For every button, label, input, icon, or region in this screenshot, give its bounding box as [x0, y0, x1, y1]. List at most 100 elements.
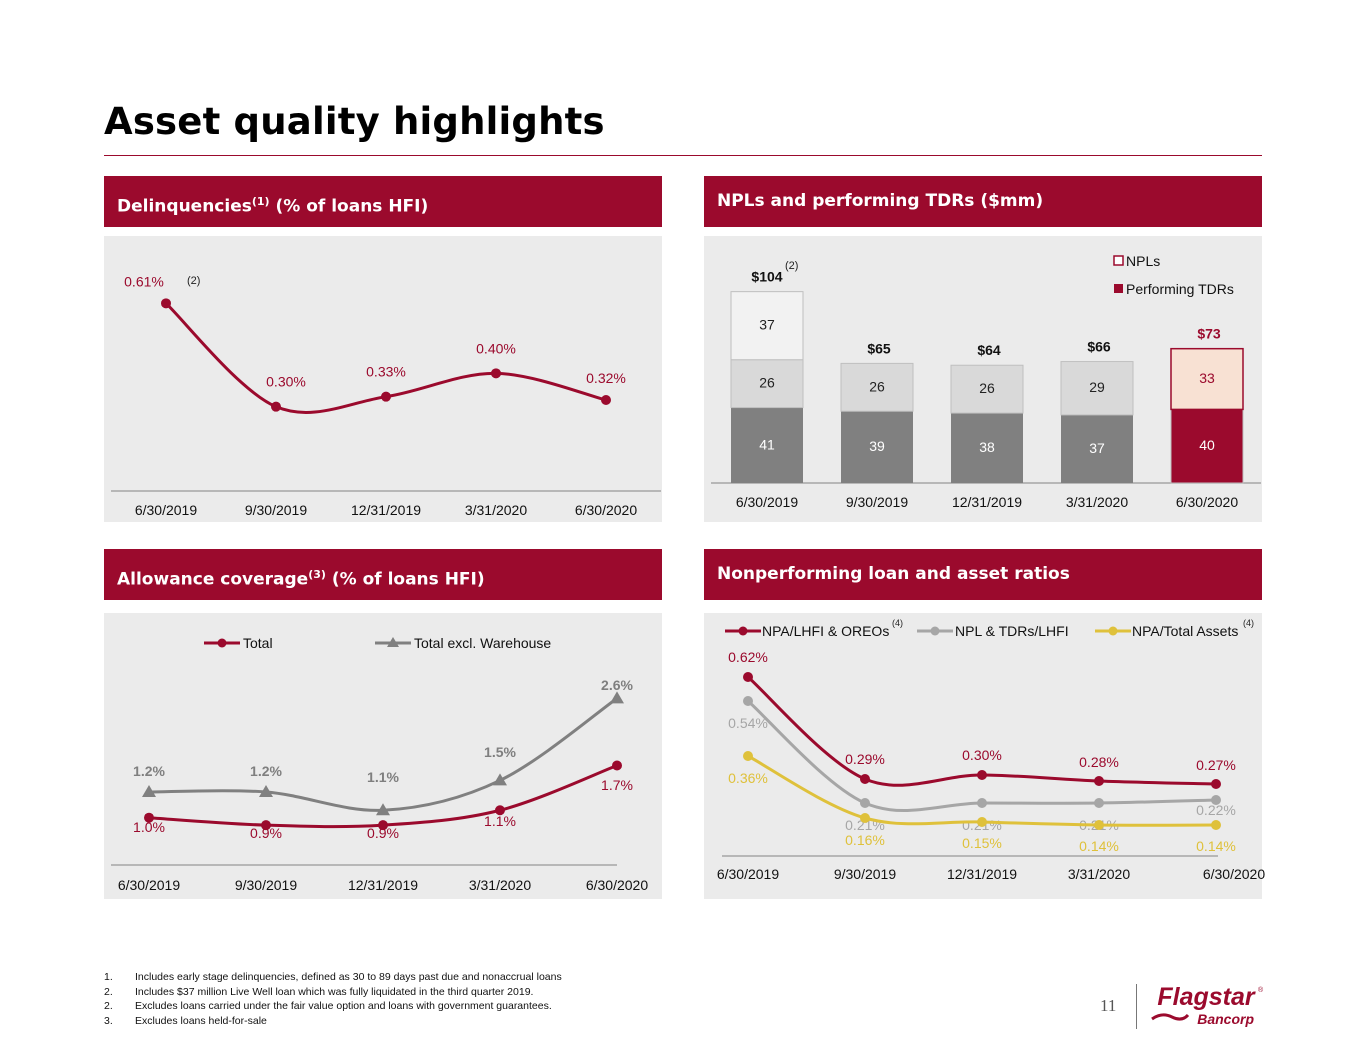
total-data-label: 1.1%	[484, 813, 516, 829]
ratio-point	[1211, 820, 1221, 830]
logo-sub: Bancorp	[1197, 1011, 1254, 1027]
bar-segment	[730, 291, 804, 361]
footnote-number: 1.	[104, 971, 113, 983]
legend-footnote-marker: (4)	[1243, 618, 1254, 628]
footnote: 2. Excludes loans carried under the fair …	[104, 999, 562, 1014]
ratio-data-label: 0.28%	[1079, 754, 1119, 770]
ratio-point	[977, 798, 987, 808]
delinquency-point	[381, 391, 391, 402]
allowance-header-note: (3)	[308, 568, 326, 581]
footnote-number: 2.	[104, 985, 113, 998]
total-point	[378, 820, 388, 831]
delinquency-footnote-marker: (2)	[187, 275, 200, 287]
bar-segment	[950, 364, 1024, 414]
x-tick-label: 12/31/2019	[348, 877, 418, 893]
allowance-chart-panel	[104, 613, 662, 899]
excl-warehouse-point	[142, 785, 156, 797]
bar-total-label: $65	[867, 340, 891, 356]
legend-marker-excl-warehouse	[387, 637, 399, 647]
bar-value-label: 37	[759, 317, 775, 333]
bar-segment	[1060, 361, 1134, 416]
page-title: Asset quality highlights	[104, 100, 605, 143]
bar-value-label: 37	[1089, 440, 1105, 456]
bar-value-label: 40	[1199, 437, 1215, 453]
ratio-chart-panel	[704, 613, 1262, 899]
excl-warehouse-point	[493, 773, 507, 786]
npl-header: NPLs and performing TDRs ($mm)	[704, 176, 1262, 227]
total-point	[612, 760, 622, 771]
total-footnote-marker: (2)	[785, 260, 798, 272]
x-tick-label: 9/30/2019	[834, 866, 896, 882]
legend-label: NPA/Total Assets	[1132, 623, 1238, 639]
ratio-point	[743, 696, 753, 706]
page-number: 11	[1100, 996, 1117, 1015]
logo-divider	[1136, 984, 1137, 1029]
ratio-point	[743, 672, 753, 682]
x-tick-label: 6/30/2020	[586, 877, 648, 893]
footnote-text: Includes $37 million Live Well loan whic…	[135, 985, 534, 998]
footnote-number: 3.	[104, 1014, 113, 1027]
total-data-label: 0.9%	[250, 825, 282, 841]
x-tick-label: 6/30/2020	[575, 502, 637, 518]
bar-segment	[1170, 408, 1244, 484]
delinquency-data-label: 0.30%	[266, 374, 306, 390]
ratio-data-label: 0.22%	[1196, 802, 1236, 818]
legend-marker	[930, 626, 940, 636]
excl-warehouse-data-label: 1.2%	[133, 763, 165, 779]
allowance-header: Allowance coverage(3) (% of loans HFI)	[104, 549, 662, 600]
bar-value-label: 26	[759, 375, 775, 391]
legend-label-total: Total	[243, 635, 273, 651]
ratio-point	[860, 798, 870, 808]
bar-value-label: 33	[1199, 370, 1215, 386]
legend-label: NPA/LHFI & OREOs	[762, 623, 889, 639]
logo-name: Flagstar	[1157, 983, 1256, 1011]
ratio-point	[977, 770, 987, 780]
ratio-data-label: 0.36%	[728, 770, 768, 786]
x-tick-label: 3/31/2020	[465, 502, 527, 518]
ratio-point	[977, 817, 987, 827]
x-tick-label: 9/30/2019	[846, 494, 908, 510]
footnote: 2. Includes $37 million Live Well loan wh…	[104, 985, 562, 1000]
footnotes: 1. Includes early stage delinquencies, de…	[104, 970, 562, 1028]
legend-marker	[1108, 626, 1118, 636]
bar-value-label: 39	[869, 438, 885, 454]
footnote: 3. Excludes loans held-for-sale	[104, 1014, 562, 1029]
legend-label-excl-warehouse: Total excl. Warehouse	[414, 635, 551, 651]
allowance-header-suffix: (% of loans HFI)	[325, 569, 485, 590]
bar-segment	[951, 413, 1023, 483]
delinquency-point	[601, 395, 611, 405]
total-data-label: 1.7%	[601, 777, 633, 793]
delinquencies-chart-panel	[104, 236, 662, 522]
legend-swatch-npls	[1113, 255, 1124, 266]
x-tick-label: 6/30/2019	[135, 502, 197, 518]
x-tick-label: 3/31/2020	[1068, 866, 1130, 882]
total-point	[495, 805, 505, 816]
ratio-data-label: 0.14%	[1079, 838, 1119, 854]
total-point	[261, 820, 271, 831]
ratio-data-label: 0.14%	[1196, 838, 1236, 854]
excl-warehouse-point	[376, 803, 390, 816]
npl-header-text: NPLs and performing TDRs ($mm)	[717, 191, 1044, 211]
x-tick-label: 12/31/2019	[947, 866, 1017, 882]
legend-label-tdrs: Performing TDRs	[1126, 281, 1234, 297]
total-data-label: 0.9%	[367, 825, 399, 841]
bar-segment	[1170, 347, 1244, 411]
bar-segment	[731, 407, 803, 483]
x-tick-label: 12/31/2019	[952, 494, 1022, 510]
delinquency-data-label: 0.32%	[586, 370, 626, 386]
ratio-data-label: 0.62%	[728, 649, 768, 665]
x-tick-label: 6/30/2019	[736, 494, 798, 510]
delinquencies-header: Delinquencies(1) (% of loans HFI)	[104, 176, 662, 227]
x-tick-label: 9/30/2019	[235, 877, 297, 893]
ratio-point	[743, 751, 753, 761]
total-point	[144, 812, 154, 823]
ratio-data-label: 0.16%	[845, 832, 885, 848]
footnote-text: Excludes loans held-for-sale	[135, 1014, 267, 1027]
excl-warehouse-point	[259, 785, 273, 797]
delinquency-point	[491, 368, 501, 379]
x-tick-label: 6/30/2020	[1176, 494, 1238, 510]
x-tick-label: 9/30/2019	[245, 502, 307, 518]
footnote-text: Excludes loans carried under the fair va…	[135, 1000, 552, 1012]
allowance-header-text: Allowance coverage	[117, 569, 309, 590]
